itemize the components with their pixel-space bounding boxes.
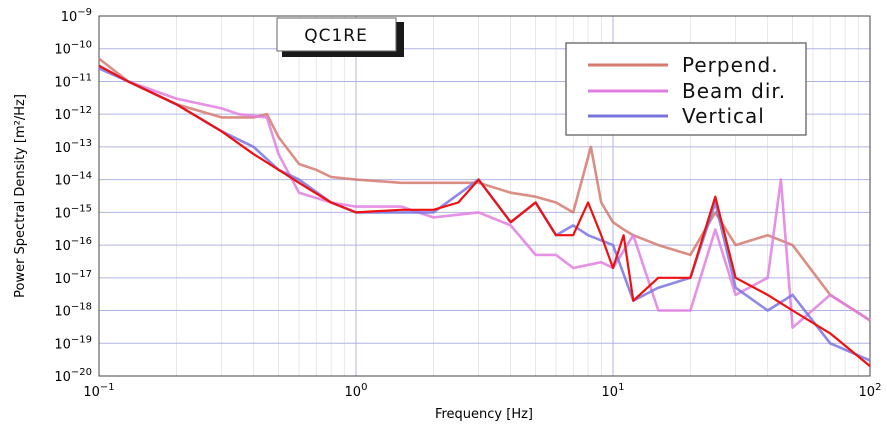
title-box [276,17,397,52]
series-layer [98,57,871,367]
legend-label-beam: Beam dir. [682,79,786,103]
x-tick-label: 100 [345,382,368,400]
x-axis-label: Frequency [Hz] [435,407,533,422]
y-tick-label: 10−10 [54,40,92,58]
y-tick-label: 10−17 [54,269,92,287]
plot-frame [98,15,871,377]
series-line-0 [98,57,871,322]
legend: Perpend. Beam dir. Vertical [565,42,807,136]
legend-box [565,42,807,136]
x-tick-label: 101 [602,382,625,400]
x-tick-label: 10−1 [83,382,114,400]
y-tick-label: 10−9 [61,7,92,25]
chart-title: QC1RE [304,26,368,46]
x-tick-label: 102 [859,382,882,400]
y-axis-label: Power Spectral Density [m²/Hz] [13,94,28,298]
y-tick-label: 10−14 [54,171,92,189]
y-tick-label: 10−20 [54,367,92,385]
y-tick-labels: 10−9 10−10 10−11 10−12 10−13 10−14 10−15 10−16 1… [54,7,92,385]
legend-label-perpend: Perpend. [682,53,779,77]
series-line-3 [98,64,871,367]
y-tick-label: 10−12 [54,105,92,123]
series-line-1 [98,64,871,330]
y-tick-label: 10−11 [54,72,92,90]
y-tick-label: 10−16 [54,236,92,254]
chart-title-box: QC1RE [276,17,404,57]
y-tick-label: 10−18 [54,302,92,320]
y-tick-label: 10−19 [54,334,92,352]
x-tick-labels: 10−1 100 101 102 [83,382,881,400]
y-tick-label: 10−13 [54,138,92,156]
legend-label-vertical: Vertical [682,104,765,128]
y-tick-label: 10−15 [54,203,92,221]
